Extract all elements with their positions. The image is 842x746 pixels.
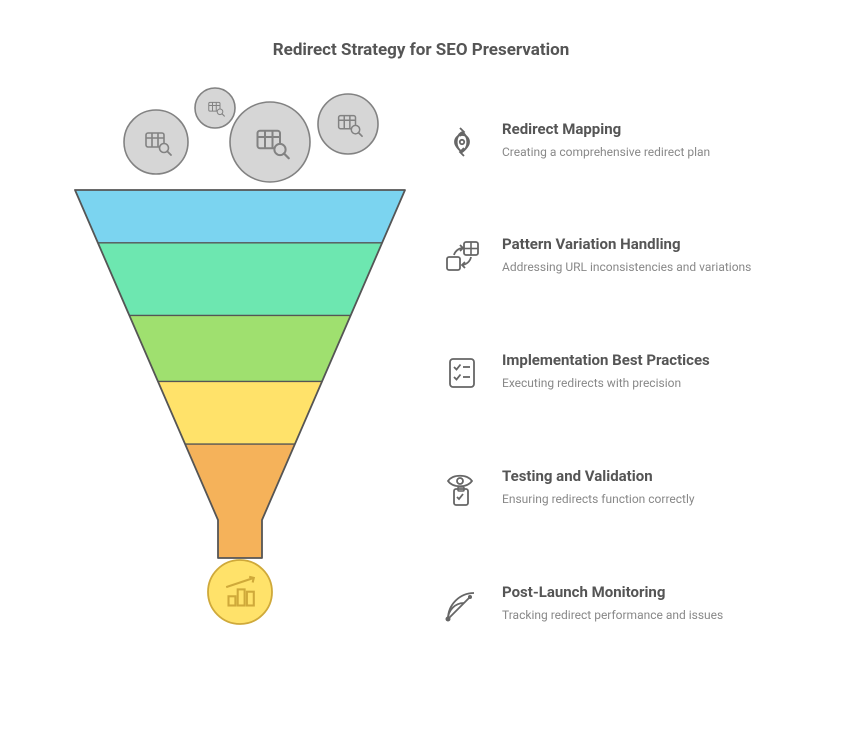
input-bubble	[195, 88, 235, 128]
result-bubble	[208, 560, 272, 624]
step-item: Implementation Best Practices Executing r…	[440, 351, 820, 395]
step-item: Pattern Variation Handling Addressing URL…	[440, 235, 820, 279]
step-title: Testing and Validation	[502, 467, 695, 485]
monitoring-icon	[440, 583, 484, 627]
input-bubble	[124, 110, 188, 174]
step-title: Pattern Variation Handling	[502, 235, 751, 253]
input-bubble	[318, 94, 378, 154]
step-item: Redirect Mapping Creating a comprehensive…	[440, 120, 820, 164]
step-description: Addressing URL inconsistencies and varia…	[502, 259, 751, 275]
input-bubble	[230, 102, 310, 182]
step-title: Post-Launch Monitoring	[502, 583, 723, 601]
step-item: Post-Launch Monitoring Tracking redirect …	[440, 583, 820, 627]
best-practices-icon	[440, 351, 484, 395]
step-item: Testing and Validation Ensuring redirects…	[440, 467, 820, 511]
funnel-segment	[75, 190, 405, 243]
step-title: Implementation Best Practices	[502, 351, 710, 369]
funnel-segment	[185, 444, 295, 558]
step-description: Executing redirects with precision	[502, 375, 710, 391]
funnel-diagram	[60, 80, 420, 644]
pattern-variation-icon	[440, 235, 484, 279]
page-title: Redirect Strategy for SEO Preservation	[0, 40, 842, 60]
funnel-segment	[129, 315, 350, 381]
step-description: Creating a comprehensive redirect plan	[502, 144, 710, 160]
step-description: Tracking redirect performance and issues	[502, 607, 723, 623]
steps-list: Redirect Mapping Creating a comprehensive…	[440, 120, 820, 627]
testing-validation-icon	[440, 467, 484, 511]
funnel-segment	[98, 243, 382, 316]
step-title: Redirect Mapping	[502, 120, 710, 138]
step-description: Ensuring redirects function correctly	[502, 491, 695, 507]
funnel-segment	[158, 381, 322, 444]
redirect-mapping-icon	[440, 120, 484, 164]
